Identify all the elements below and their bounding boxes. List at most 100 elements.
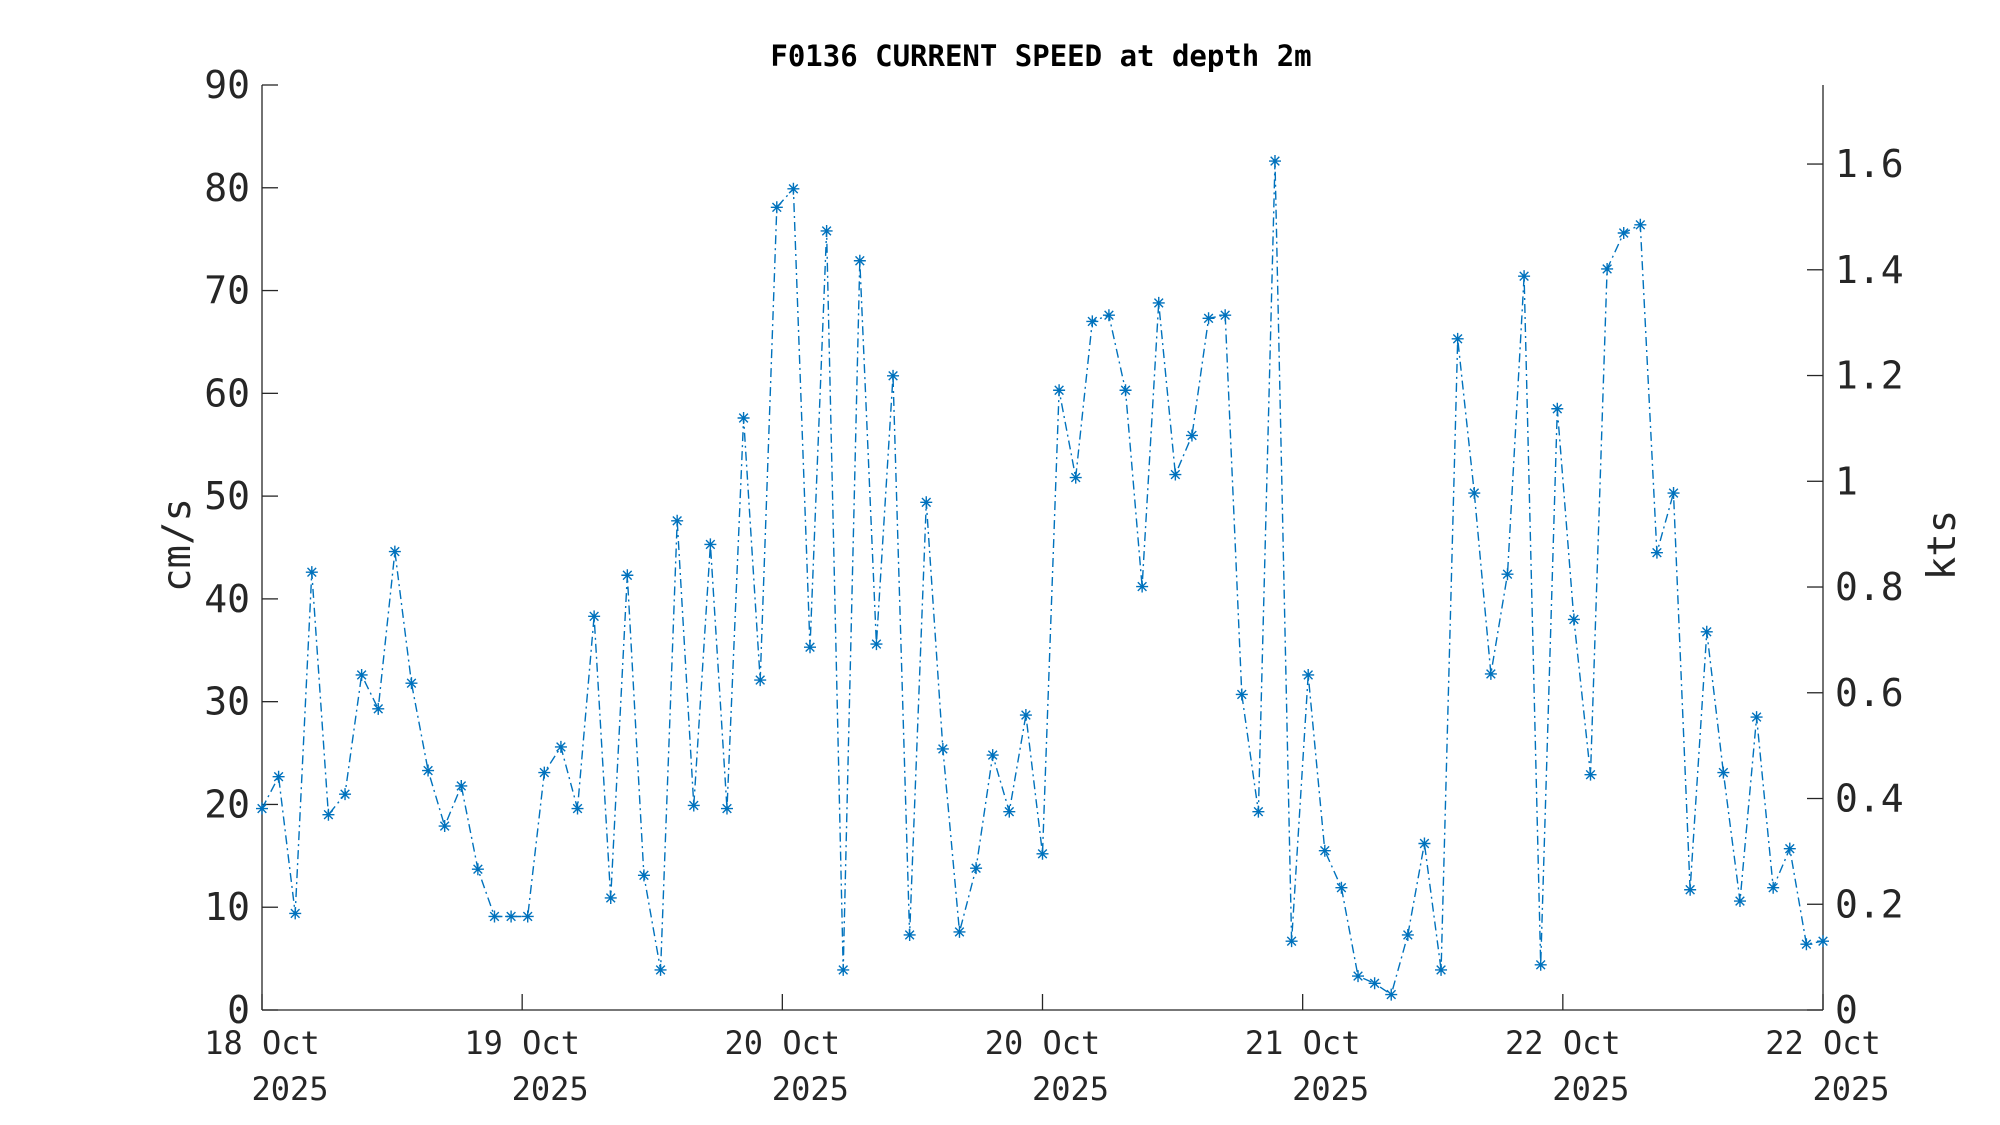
y2-tick-label: 1.4 [1835, 248, 1904, 292]
data-point [1584, 768, 1597, 781]
data-point [1252, 805, 1265, 818]
data-point [256, 802, 268, 815]
data-point [1003, 805, 1016, 818]
data-point [1733, 895, 1746, 908]
data-point [1551, 402, 1564, 415]
x-tick-label: 20 Oct [725, 1024, 841, 1062]
data-point [621, 569, 634, 582]
data-point [1069, 471, 1082, 484]
data-point [1019, 709, 1032, 722]
data-point [953, 925, 966, 938]
series-current-speed [256, 155, 1829, 1001]
data-point [388, 545, 401, 558]
data-point [1169, 468, 1182, 481]
y-tick-label: 10 [204, 885, 250, 929]
y2-tick-label: 0.4 [1835, 777, 1904, 821]
x-tick-label: 19 Oct [464, 1024, 580, 1062]
data-point [1717, 766, 1730, 779]
data-point [1136, 580, 1149, 593]
data-point [1468, 487, 1481, 500]
data-point [438, 820, 451, 833]
y2-tick-label: 0.8 [1835, 565, 1904, 609]
data-point [1684, 883, 1697, 896]
data-point [1285, 935, 1298, 948]
y2-axis-label: kts [1920, 510, 1965, 580]
data-point [1119, 384, 1132, 397]
data-point [1484, 667, 1497, 680]
data-point [787, 182, 800, 195]
data-point [1567, 613, 1580, 626]
data-point [1700, 625, 1713, 638]
x-tick-year-label: 2025 [1292, 1070, 1369, 1108]
data-point [1435, 963, 1448, 976]
x-tick-label: 18 Oct [204, 1024, 320, 1062]
data-point [887, 369, 900, 382]
data-point [986, 749, 999, 762]
y-tick-label: 70 [204, 269, 250, 313]
x-tick-year-label: 2025 [772, 1070, 849, 1108]
data-point [272, 770, 285, 783]
axes: 0 10 20 30 40 50 60 70 80 90 0 0.2 0.4 0.6 0.8 1 1.2 1.4 1… [204, 63, 1903, 1108]
data-point [305, 566, 318, 579]
data-point [1783, 842, 1796, 855]
data-point [1501, 568, 1514, 581]
data-point [471, 863, 484, 876]
data-point [903, 928, 916, 941]
y2-tick-label: 1.2 [1835, 354, 1904, 398]
x-tick-year-label: 2025 [1552, 1070, 1629, 1108]
data-point [488, 910, 501, 923]
data-point [853, 254, 866, 267]
y-axis-label: cm/s [155, 498, 200, 592]
data-point [289, 907, 302, 920]
data-point [870, 638, 883, 651]
data-point [737, 412, 750, 424]
data-point [422, 764, 435, 777]
y2-tick-label: 1.6 [1835, 142, 1904, 186]
data-point [1318, 844, 1331, 857]
y-tick-label: 60 [204, 371, 250, 415]
data-point [770, 201, 783, 214]
data-point [1185, 429, 1198, 442]
x-tick-year-label: 2025 [512, 1070, 589, 1108]
data-point [820, 224, 833, 237]
data-point [1518, 270, 1531, 283]
data-point [455, 779, 468, 792]
y-tick-label: 40 [204, 577, 250, 621]
data-point [1219, 309, 1232, 322]
data-point [1800, 938, 1813, 951]
data-point [804, 641, 817, 654]
data-point [920, 496, 933, 509]
y-tick-label: 0 [227, 988, 250, 1032]
data-point [1750, 711, 1763, 724]
x-tick-year-label: 2025 [1032, 1070, 1109, 1108]
data-point [1202, 312, 1215, 325]
y-tick-label: 20 [204, 782, 250, 826]
y2-tick-label: 0.2 [1835, 882, 1904, 926]
data-point [1601, 262, 1614, 275]
data-point [754, 674, 767, 687]
data-point [538, 766, 551, 779]
x-tick-label: 22 Oct [1765, 1024, 1881, 1062]
data-point [521, 910, 534, 923]
data-point [704, 538, 717, 551]
data-point [671, 514, 684, 527]
data-point [1268, 155, 1281, 168]
data-point [1053, 384, 1066, 397]
data-point [1451, 332, 1464, 345]
data-point [1036, 847, 1049, 860]
data-point [505, 910, 518, 923]
data-point [720, 802, 733, 815]
y-tick-label: 30 [204, 680, 250, 724]
y2-tick-label: 1 [1835, 459, 1858, 503]
data-point [1086, 315, 1099, 328]
data-point [405, 677, 418, 690]
data-point [1617, 227, 1630, 239]
data-point [837, 963, 850, 976]
data-point [1335, 881, 1348, 894]
data-point [1650, 546, 1663, 559]
y-tick-label: 90 [204, 63, 250, 107]
x-tick-label: 20 Oct [985, 1024, 1101, 1062]
data-point [1401, 928, 1414, 941]
x-tick-year-label: 2025 [1812, 1070, 1889, 1108]
data-point [687, 799, 700, 812]
